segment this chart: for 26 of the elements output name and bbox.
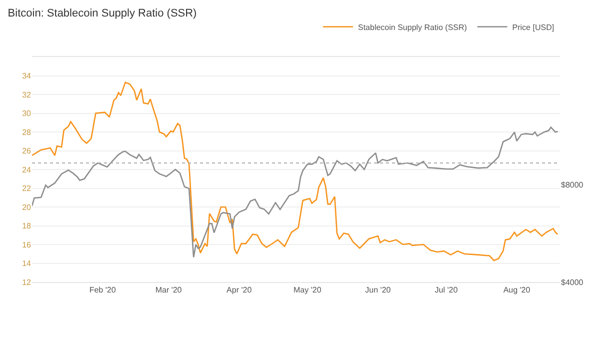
y-tick-label: 26: [22, 146, 32, 156]
y2-tick-label: $8000: [561, 180, 584, 190]
x-tick-label: Feb '20: [89, 286, 116, 295]
line-series: [32, 82, 558, 262]
x-tick-label: Apr '20: [226, 286, 252, 295]
y-tick-label: 30: [22, 109, 32, 118]
y-tick-label: 14: [22, 259, 32, 268]
y-tick-label: 16: [22, 240, 32, 250]
y-tick-label: 32: [22, 90, 32, 100]
legend-label: Price [USD]: [512, 22, 554, 32]
x-tick-label: Jul '20: [434, 286, 458, 295]
y-tick-label: 34: [22, 72, 32, 81]
y-tick-label: 28: [22, 128, 32, 137]
x-tick-label: Aug '20: [503, 286, 531, 295]
y2-tick-label: $4000: [561, 278, 584, 287]
legend-label: Stablecoin Supply Ratio (SSR): [358, 22, 468, 32]
x-tick-label: Mar '20: [155, 286, 182, 295]
y-tick-label: 24: [22, 165, 32, 174]
y-tick-label: 12: [22, 278, 32, 287]
line-series: [32, 126, 558, 258]
y-tick-label: 22: [22, 184, 32, 194]
y-tick-label: 20: [22, 202, 32, 212]
chart-title: Bitcoin: Stablecoin Supply Ratio (SSR): [8, 7, 197, 20]
x-tick-label: Jun '20: [365, 286, 392, 295]
x-tick-label: May '20: [293, 286, 322, 295]
y-tick-label: 18: [22, 222, 32, 231]
